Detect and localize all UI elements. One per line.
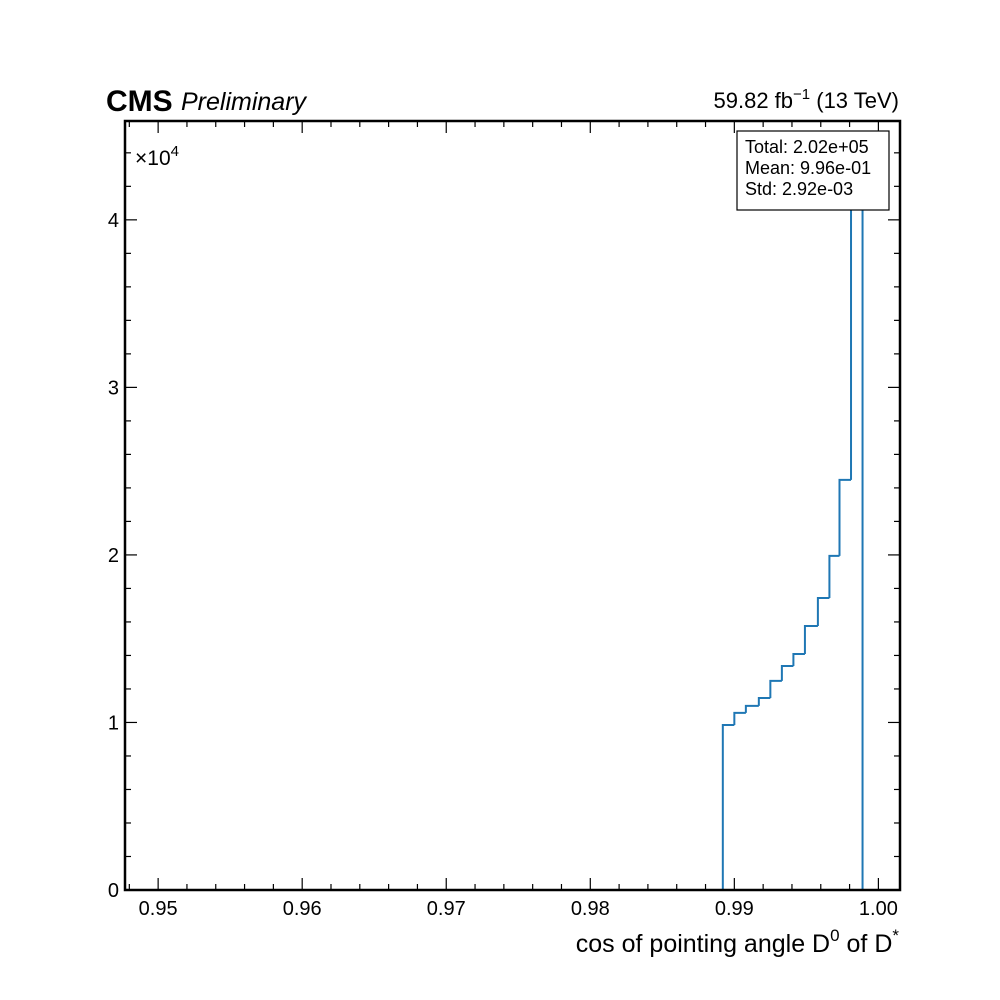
y-tick-label: 1 xyxy=(108,712,119,734)
x-tick-label: 0.95 xyxy=(139,898,178,920)
x-label-text2: of D xyxy=(840,930,893,958)
histogram-step xyxy=(769,679,782,699)
histogram-step xyxy=(757,697,771,706)
stats-line: Std: 2.92e-03 xyxy=(745,179,853,199)
x-label-sup: 0 xyxy=(830,926,839,945)
lumi-exponent: −1 xyxy=(793,86,810,103)
histogram-step xyxy=(816,596,830,626)
stats-box xyxy=(736,130,890,211)
histogram-step xyxy=(733,711,746,725)
status-label: Preliminary xyxy=(181,88,308,116)
x-tick-label: 0.97 xyxy=(427,898,466,920)
y-tick-label: 3 xyxy=(108,377,119,399)
histogram-step xyxy=(721,723,735,890)
x-axis-label: cos of pointing angle D0 of D* xyxy=(576,926,900,958)
histogram-step xyxy=(744,704,759,713)
x-label-text: cos of pointing angle D xyxy=(576,930,830,958)
x-tick-label: 1.00 xyxy=(859,898,898,920)
y-tick-label: 2 xyxy=(108,545,119,567)
stats-line: Mean: 9.96e-01 xyxy=(745,158,871,178)
y-multiplier-exponent: 4 xyxy=(171,143,179,160)
lumi-label: 59.82 fb−1 (13 TeV) xyxy=(714,86,900,113)
stats-line: Total: 2.02e+05 xyxy=(745,137,869,157)
plot-frame xyxy=(123,119,902,892)
x-label-sup2: * xyxy=(892,926,899,945)
y-multiplier-base: ×10 xyxy=(135,147,171,170)
x-tick-label: 0.96 xyxy=(283,898,322,920)
histogram-step xyxy=(803,624,818,654)
lumi-energy: (13 TeV) xyxy=(816,88,899,113)
x-tick-label: 0.99 xyxy=(715,898,754,920)
histogram-step xyxy=(792,652,805,667)
y-multiplier: ×104 xyxy=(135,143,179,170)
experiment-label: CMS xyxy=(106,85,173,118)
histogram-step xyxy=(828,554,840,598)
x-tick-label: 0.98 xyxy=(571,898,610,920)
histogram-step xyxy=(780,665,794,681)
lumi-text: 59.82 fb xyxy=(714,88,794,113)
y-tick-label: 0 xyxy=(108,880,119,902)
histogram-step xyxy=(838,478,852,556)
y-tick-label: 4 xyxy=(108,210,119,232)
